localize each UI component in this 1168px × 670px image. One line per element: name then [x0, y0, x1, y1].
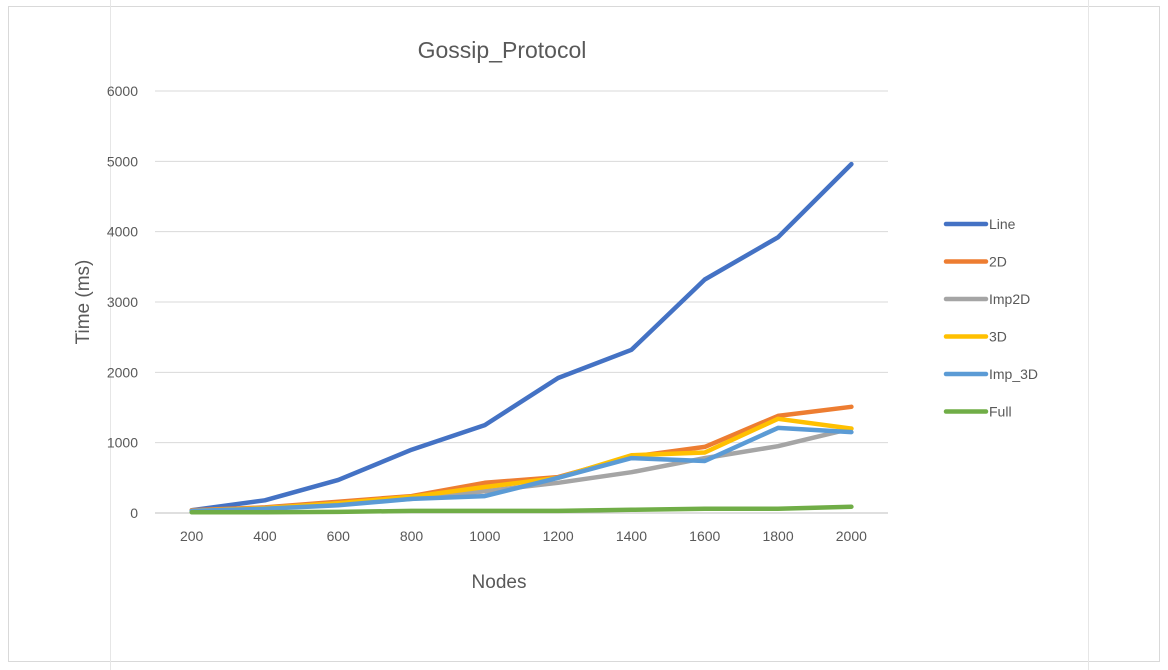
x-tick-label: 1000 — [469, 528, 500, 544]
x-tick-label: 2000 — [836, 528, 867, 544]
legend-label: Imp2D — [989, 291, 1030, 307]
series-lines — [189, 161, 854, 515]
series-line-imp-3d — [189, 425, 854, 514]
y-tick-label: 2000 — [107, 364, 138, 380]
x-tick-label: 800 — [400, 528, 424, 544]
legend-label: Line — [989, 216, 1016, 232]
x-tick-labels: 200 400 600 800 1000 1200 1400 1600 1800 2000 — [180, 528, 867, 544]
y-tick-label: 3000 — [107, 294, 138, 310]
sheet-gridline — [110, 0, 111, 670]
legend-item: Imp_3D — [943, 366, 1038, 382]
x-axis-title: Nodes — [472, 572, 527, 593]
x-tick-label: 400 — [253, 528, 277, 544]
series-line-line — [189, 161, 854, 513]
y-tick-label: 6000 — [107, 83, 138, 99]
y-tick-labels: 0 1000 2000 3000 4000 5000 6000 — [107, 83, 138, 521]
x-tick-label: 200 — [180, 528, 204, 544]
legend-item: Imp2D — [943, 291, 1030, 307]
y-axis-title: Time (ms) — [73, 260, 94, 345]
y-tick-label: 5000 — [107, 153, 138, 169]
legend-label: 2D — [989, 254, 1007, 270]
y-tick-label: 4000 — [107, 224, 138, 240]
chart-frame — [8, 6, 1160, 662]
y-tick-label: 0 — [130, 505, 138, 521]
y-gridlines — [155, 90, 888, 514]
y-tick-label: 1000 — [107, 435, 138, 451]
legend-label: Full — [989, 404, 1012, 420]
x-tick-label: 600 — [327, 528, 351, 544]
sheet-gridline — [1088, 0, 1089, 670]
legend-item: Full — [943, 404, 1012, 420]
x-tick-label: 1600 — [689, 528, 720, 544]
series-line-full — [189, 504, 854, 515]
chart-title: Gossip_Protocol — [418, 37, 587, 63]
legend-label: Imp_3D — [989, 366, 1038, 382]
x-tick-label: 1800 — [762, 528, 793, 544]
x-tick-label: 1200 — [543, 528, 574, 544]
legend-item: Line — [943, 216, 1016, 232]
x-tick-label: 1400 — [616, 528, 647, 544]
legend-label: 3D — [989, 329, 1007, 345]
legend-item: 3D — [943, 329, 1007, 345]
series-line-3d — [189, 416, 854, 514]
legend: Line 2D Imp2D 3D Imp_3D Full — [943, 216, 1038, 420]
legend-item: 2D — [943, 254, 1007, 270]
